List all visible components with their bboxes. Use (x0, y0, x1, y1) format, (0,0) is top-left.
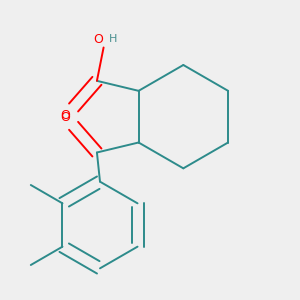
Text: O: O (60, 111, 70, 124)
Text: H: H (109, 34, 117, 44)
Text: O: O (94, 33, 103, 46)
Text: O: O (60, 109, 70, 122)
